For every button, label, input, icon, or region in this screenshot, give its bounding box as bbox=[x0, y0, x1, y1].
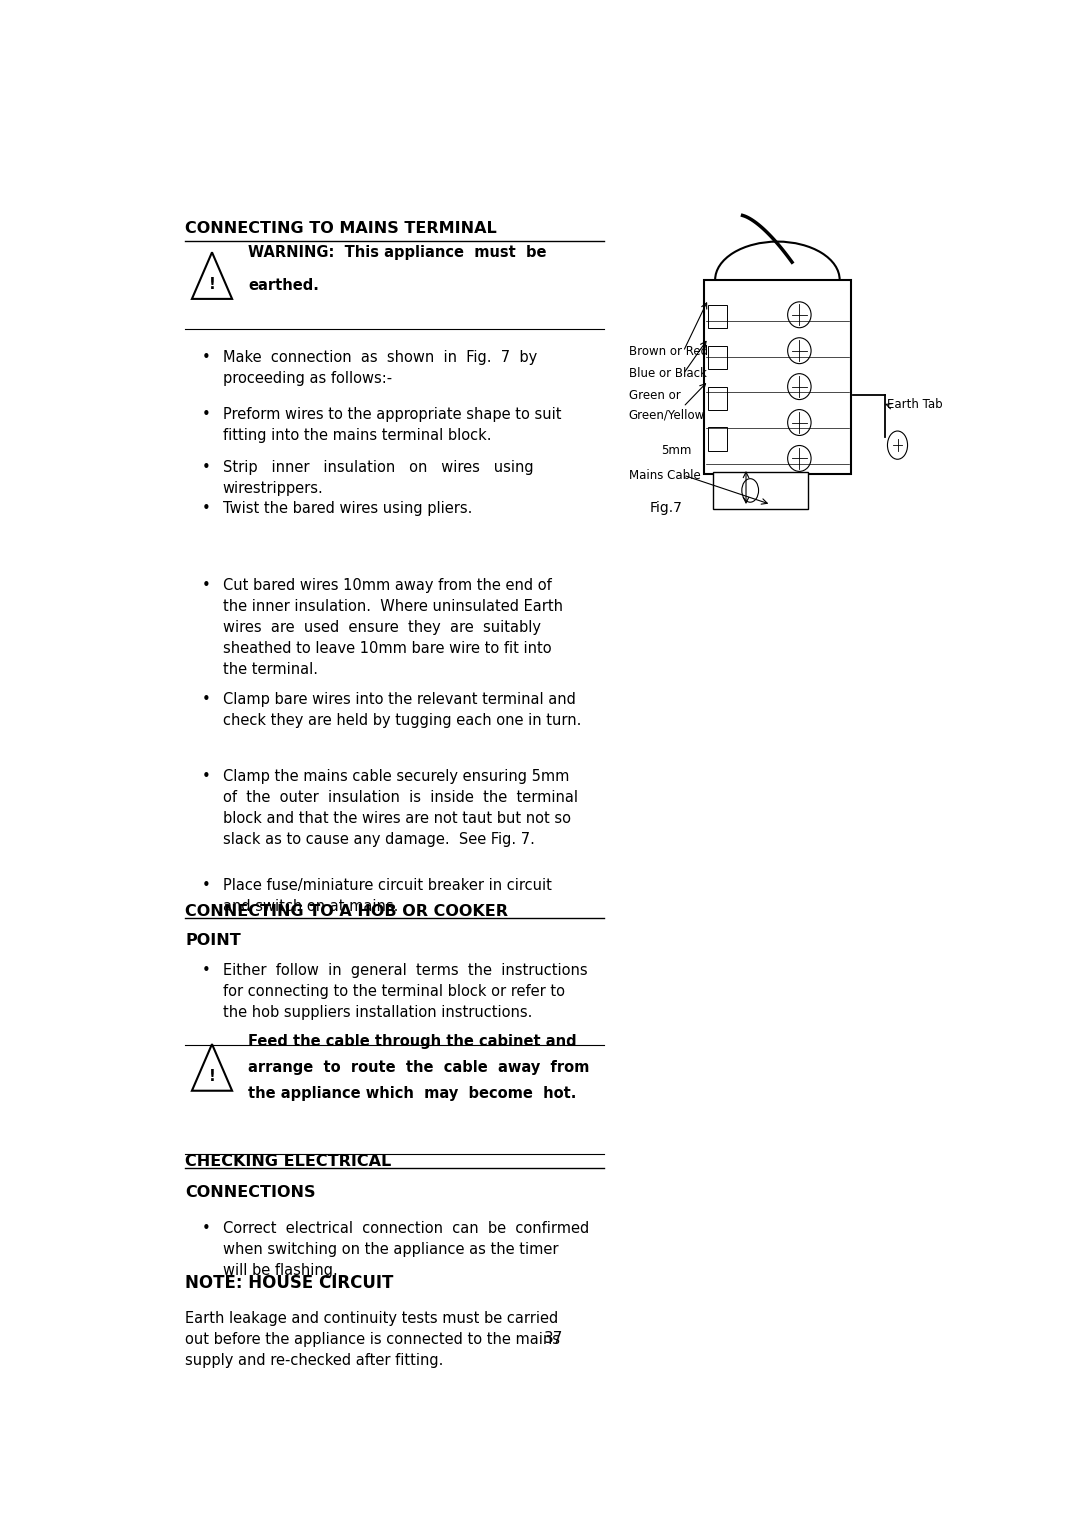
Text: !: ! bbox=[208, 1070, 215, 1083]
FancyBboxPatch shape bbox=[708, 387, 727, 410]
Text: CHECKING ELECTRICAL: CHECKING ELECTRICAL bbox=[186, 1154, 391, 1169]
FancyBboxPatch shape bbox=[713, 472, 808, 509]
Text: NOTE: HOUSE CIRCUIT: NOTE: HOUSE CIRCUIT bbox=[186, 1274, 393, 1291]
Text: the appliance which  may  become  hot.: the appliance which may become hot. bbox=[248, 1086, 577, 1102]
Ellipse shape bbox=[787, 410, 811, 435]
Text: Strip   inner   insulation   on   wires   using
wirestrippers.: Strip inner insulation on wires using wi… bbox=[222, 460, 534, 497]
FancyBboxPatch shape bbox=[704, 280, 851, 474]
Text: Place fuse/miniature circuit breaker in circuit
and switch on at mains.: Place fuse/miniature circuit breaker in … bbox=[222, 877, 552, 914]
Text: Feed the cable through the cabinet and: Feed the cable through the cabinet and bbox=[248, 1034, 577, 1050]
Ellipse shape bbox=[787, 446, 811, 471]
Text: •: • bbox=[202, 578, 211, 593]
Text: !: ! bbox=[208, 277, 215, 292]
Text: WARNING:  This appliance  must  be: WARNING: This appliance must be bbox=[248, 244, 546, 260]
FancyBboxPatch shape bbox=[708, 306, 727, 329]
Text: CONNECTING TO MAINS TERMINAL: CONNECTING TO MAINS TERMINAL bbox=[186, 222, 497, 237]
Text: •: • bbox=[202, 406, 211, 422]
Text: 37: 37 bbox=[544, 1331, 563, 1346]
Text: Clamp bare wires into the relevant terminal and
check they are held by tugging e: Clamp bare wires into the relevant termi… bbox=[222, 692, 581, 727]
Text: CONNECTIONS: CONNECTIONS bbox=[186, 1184, 315, 1199]
FancyBboxPatch shape bbox=[708, 345, 727, 370]
Text: Cut bared wires 10mm away from the end of
the inner insulation.  Where uninsulat: Cut bared wires 10mm away from the end o… bbox=[222, 578, 563, 677]
Text: •: • bbox=[202, 964, 211, 978]
Text: •: • bbox=[202, 350, 211, 365]
Text: Fig.7: Fig.7 bbox=[650, 501, 683, 515]
Text: •: • bbox=[202, 460, 211, 475]
Text: CONNECTING TO A HOB OR COOKER: CONNECTING TO A HOB OR COOKER bbox=[186, 903, 509, 918]
Text: •: • bbox=[202, 877, 211, 892]
Ellipse shape bbox=[787, 303, 811, 327]
Text: •: • bbox=[202, 1221, 211, 1236]
Text: Blue or Black: Blue or Black bbox=[629, 367, 706, 380]
Text: •: • bbox=[202, 501, 211, 516]
Text: •: • bbox=[202, 769, 211, 784]
Text: Either  follow  in  general  terms  the  instructions
for connecting to the term: Either follow in general terms the instr… bbox=[222, 964, 588, 1021]
Text: earthed.: earthed. bbox=[248, 278, 319, 293]
Text: POINT: POINT bbox=[186, 934, 241, 947]
Text: Brown or Red: Brown or Red bbox=[629, 345, 708, 358]
Text: •: • bbox=[202, 692, 211, 706]
Text: Mains Cable: Mains Cable bbox=[629, 469, 701, 481]
Text: Correct  electrical  connection  can  be  confirmed
when switching on the applia: Correct electrical connection can be con… bbox=[222, 1221, 589, 1277]
Text: 5mm: 5mm bbox=[661, 445, 691, 457]
Text: Preform wires to the appropriate shape to suit
fitting into the mains terminal b: Preform wires to the appropriate shape t… bbox=[222, 406, 562, 443]
Text: Clamp the mains cable securely ensuring 5mm
of  the  outer  insulation  is  insi: Clamp the mains cable securely ensuring … bbox=[222, 769, 578, 848]
FancyBboxPatch shape bbox=[708, 428, 727, 451]
Text: Earth leakage and continuity tests must be carried
out before the appliance is c: Earth leakage and continuity tests must … bbox=[186, 1311, 561, 1368]
Text: arrange  to  route  the  cable  away  from: arrange to route the cable away from bbox=[248, 1060, 590, 1076]
Text: Green or: Green or bbox=[629, 388, 680, 402]
Text: Make  connection  as  shown  in  Fig.  7  by
proceeding as follows:-: Make connection as shown in Fig. 7 by pr… bbox=[222, 350, 537, 387]
Ellipse shape bbox=[787, 374, 811, 399]
Text: Earth Tab: Earth Tab bbox=[887, 399, 942, 411]
Ellipse shape bbox=[787, 338, 811, 364]
Text: Green/Yellow: Green/Yellow bbox=[629, 408, 705, 422]
Text: Twist the bared wires using pliers.: Twist the bared wires using pliers. bbox=[222, 501, 472, 516]
